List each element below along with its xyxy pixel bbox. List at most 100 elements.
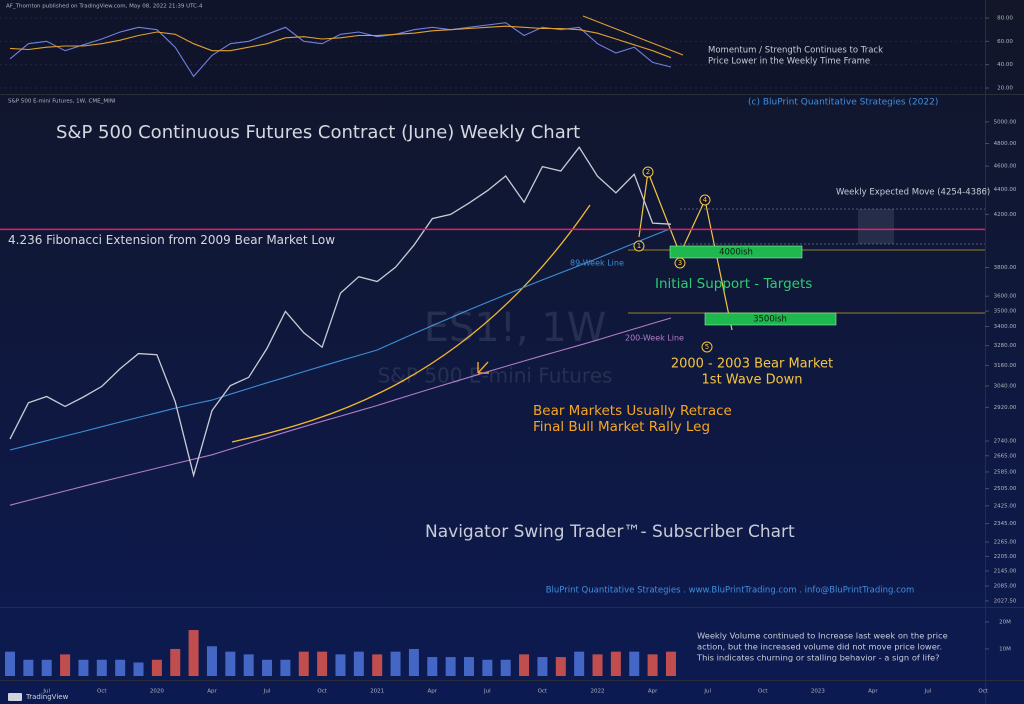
x-tick-label: 2022: [591, 689, 605, 695]
wave-marker: [633, 240, 645, 252]
x-tick-label: Oct: [758, 689, 768, 695]
reference-label: 4.236 Fibonacci Extension from 2009 Bear…: [8, 233, 335, 247]
y-tick-label: 80.00: [997, 16, 1013, 22]
brand-logo: [8, 693, 22, 701]
annotation: 3500ish: [753, 315, 787, 325]
x-tick-label: Jul: [703, 689, 711, 695]
data-line: [9, 146, 672, 478]
x-tick-label: Oct: [317, 689, 327, 695]
x-tick-label: Oct: [538, 689, 548, 695]
series-label: 89-Week Line: [570, 259, 624, 268]
series-label: 200-Week Line: [625, 334, 684, 343]
volume-bar: [60, 654, 71, 676]
annotation: Weekly Expected Move (4254-4386): [836, 188, 990, 198]
volume-bar: [78, 659, 89, 676]
volume-bar: [574, 651, 585, 676]
data-line: [9, 25, 672, 59]
y-tick-label: 2205.00: [994, 554, 1017, 560]
volume-bar: [243, 654, 254, 676]
x-tick-label: Apr: [207, 689, 217, 695]
annotation: Final Bull Market Rally Leg: [533, 419, 710, 435]
y-tick-label: 40.00: [997, 62, 1013, 68]
brand: TradingView: [25, 693, 69, 701]
annotation: 5: [705, 343, 709, 351]
volume-bar: [225, 651, 236, 676]
y-tick-label: 20M: [999, 619, 1011, 625]
x-tick-label: 2021: [370, 689, 384, 695]
volume-bar: [408, 648, 419, 676]
x-tick-label: Jul: [42, 689, 50, 695]
y-tick-label: 2920.00: [994, 405, 1017, 411]
y-tick-label: 2665.00: [994, 453, 1017, 459]
y-tick-label: 20.00: [997, 86, 1013, 92]
symbol-header: S&P 500 E-mini Futures, 1W, CME_MINI: [8, 99, 116, 105]
y-tick-label: 4400.00: [994, 187, 1017, 193]
y-tick-label: 3040.00: [994, 383, 1017, 389]
volume-bar: [170, 648, 181, 676]
volume-bar: [629, 651, 640, 676]
y-tick-label: 2345.00: [994, 521, 1017, 527]
volume-bar: [464, 657, 474, 676]
volume-bar: [500, 659, 511, 676]
y-tick-label: 4800.00: [994, 141, 1017, 147]
x-tick-label: Apr: [428, 689, 438, 695]
annotation: 4: [703, 196, 708, 204]
y-tick-label: 3160.00: [994, 363, 1017, 369]
data-line: [9, 227, 672, 451]
volume-bar: [96, 659, 107, 676]
wave-marker: [699, 194, 711, 206]
y-tick-label: 4600.00: [994, 164, 1017, 170]
x-tick-label: Oct: [978, 689, 988, 695]
y-tick-label: 3600.00: [994, 294, 1017, 300]
volume-bar: [665, 651, 676, 676]
y-tick-label: 3500.00: [994, 309, 1017, 315]
y-tick-label: 2027.50: [994, 598, 1017, 604]
volume-bar: [555, 657, 566, 676]
wave-marker: [674, 257, 686, 269]
annotation: BluPrint Quantitative Strategies . www.B…: [546, 586, 915, 596]
y-tick-label: 2585.00: [994, 469, 1017, 475]
expected-move-box: [858, 209, 894, 244]
annotation: 3: [678, 259, 682, 267]
annotation: 4000ish: [719, 248, 753, 258]
bull-rally-arc: [231, 204, 591, 443]
volume-bar: [390, 651, 401, 676]
y-tick-label: 2265.00: [994, 540, 1017, 546]
y-tick-label: 5000.00: [994, 119, 1017, 125]
annotation: Price Lower in the Weekly Time Frame: [708, 57, 870, 67]
annotation: 1st Wave Down: [702, 373, 803, 388]
y-tick-label: 3400.00: [994, 324, 1017, 330]
volume-bar: [317, 651, 328, 676]
y-tick-label: 4200.00: [994, 212, 1017, 218]
volume-bar: [262, 659, 273, 676]
volume-bar: [133, 662, 144, 676]
annotation: action, but the increased volume did not…: [697, 642, 942, 652]
annotation: 2000 - 2003 Bear Market: [671, 357, 833, 372]
y-tick-label: 2740.00: [994, 439, 1017, 445]
annotation: This indicates churning or stalling beha…: [696, 653, 940, 663]
volume-bar: [647, 654, 658, 676]
annotation: 1: [637, 242, 641, 250]
x-tick-label: 2023: [811, 689, 825, 695]
x-tick-label: Jul: [483, 689, 491, 695]
annotation: Weekly Volume continued to Increase last…: [697, 631, 948, 641]
volume-bar: [519, 654, 530, 676]
y-tick-label: 3280.00: [994, 343, 1017, 349]
volume-bar: [41, 659, 52, 676]
annotation: (c) BluPrint Quantitative Strategies (20…: [748, 98, 938, 108]
chart-title: S&P 500 Continuous Futures Contract (Jun…: [56, 122, 580, 143]
annotation: 2: [646, 168, 650, 176]
volume-bar: [537, 657, 548, 676]
annotation: S&P 500 E-mini Futures: [378, 364, 613, 388]
y-tick-label: 2085.00: [994, 584, 1017, 590]
volume-bar: [206, 646, 217, 676]
volume-bar: [115, 659, 126, 676]
volume-bar: [280, 659, 291, 676]
rsi-trendline: [582, 15, 684, 56]
volume-bar: [610, 651, 621, 676]
volume-bar: [353, 651, 364, 676]
volume-bar: [427, 657, 438, 676]
annotation: Momentum / Strength Continues to Track: [708, 46, 883, 56]
